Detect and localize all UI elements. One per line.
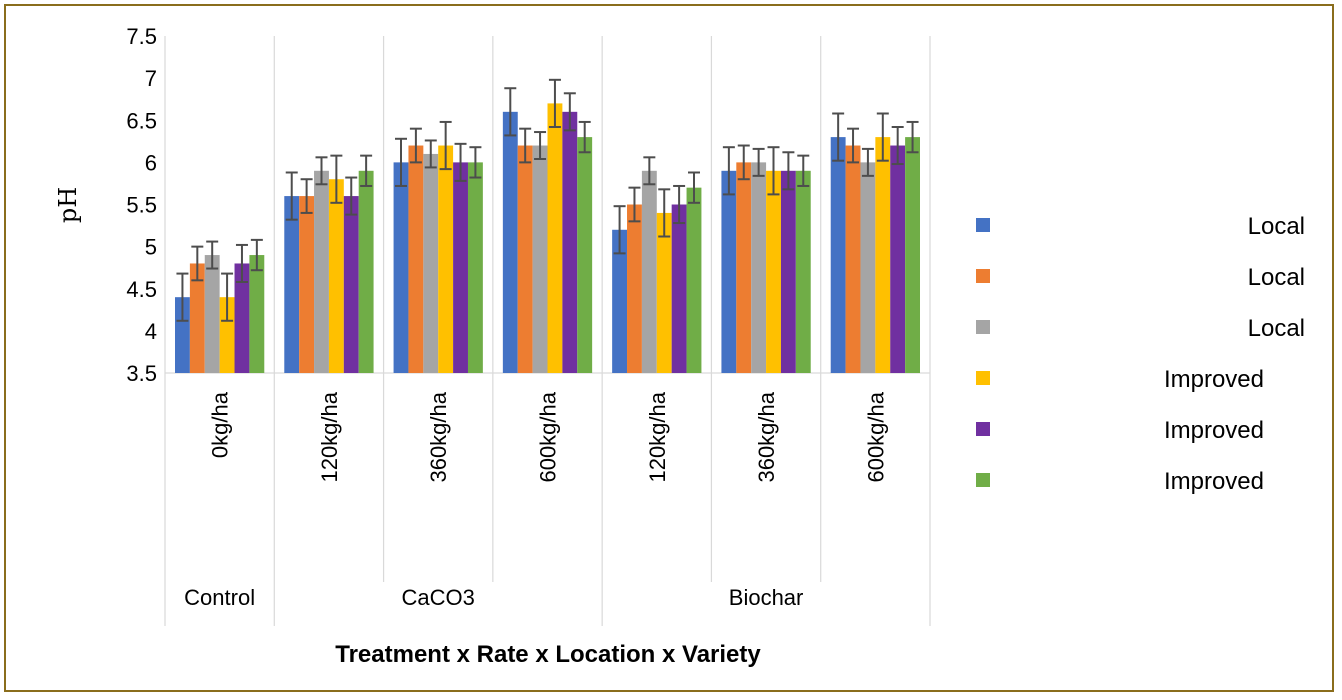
bar — [502, 111, 518, 373]
legend-label: Local — [1248, 264, 1305, 291]
bar — [780, 170, 796, 373]
bar — [234, 263, 250, 373]
legend-swatch — [976, 371, 990, 385]
bar — [423, 153, 439, 373]
bar — [408, 145, 424, 373]
legend-swatch — [976, 422, 990, 436]
y-tick-label: 6 — [145, 150, 157, 175]
bar — [453, 162, 468, 373]
bar — [358, 170, 374, 373]
bar — [890, 145, 906, 373]
bar — [284, 196, 300, 373]
bar — [721, 170, 737, 373]
y-tick-label: 3.5 — [126, 361, 157, 386]
legend-label: Improved — [1164, 468, 1264, 495]
bar — [766, 170, 781, 373]
y-tick-label: 7 — [145, 66, 157, 91]
bar — [612, 229, 628, 373]
group-label: Biochar — [729, 585, 804, 610]
legend-label: Improved — [1164, 366, 1264, 393]
bar — [547, 103, 563, 374]
legend-label: Local — [1248, 315, 1305, 342]
bar — [875, 137, 891, 373]
bar — [751, 162, 767, 373]
category-label: 600kg/ha — [536, 391, 561, 482]
bar — [845, 145, 861, 373]
category-label: 600kg/ha — [863, 391, 888, 482]
legend-label: Local — [1248, 213, 1305, 240]
legend-swatch — [976, 269, 990, 283]
legend-swatch — [976, 473, 990, 487]
bar — [517, 145, 533, 373]
bar — [299, 196, 315, 373]
y-axis-label: pH — [54, 187, 82, 223]
bar — [314, 170, 329, 373]
bar — [393, 162, 409, 373]
y-tick-label: 5 — [145, 235, 157, 260]
category-label: 120kg/ha — [645, 391, 670, 482]
bar — [641, 170, 657, 373]
bar — [686, 187, 702, 373]
bar — [577, 137, 593, 373]
bar — [671, 204, 687, 373]
bar — [249, 255, 265, 373]
category-label: 0kg/ha — [208, 391, 233, 458]
y-tick-label: 5.5 — [126, 193, 157, 218]
group-label: Control — [184, 585, 255, 610]
bar — [328, 179, 344, 373]
bar — [562, 111, 578, 373]
bar — [656, 212, 672, 373]
legend-label: Improved — [1164, 417, 1264, 444]
bar — [532, 145, 548, 373]
y-tick-label: 4.5 — [126, 277, 157, 302]
bar — [438, 145, 454, 373]
bar — [860, 162, 876, 373]
legend-swatch — [976, 320, 990, 334]
category-label: 120kg/ha — [317, 391, 342, 482]
bar — [204, 255, 220, 373]
bar — [795, 170, 811, 373]
y-tick-label: 7.5 — [126, 24, 157, 49]
y-tick-label: 6.5 — [126, 108, 157, 133]
legend-swatch — [976, 218, 990, 232]
category-label: 360kg/ha — [754, 391, 779, 482]
category-label: 360kg/ha — [426, 391, 451, 482]
bar — [830, 137, 846, 373]
bar — [627, 204, 642, 373]
bar — [736, 162, 752, 373]
x-axis-label: Treatment x Rate x Location x Variety — [335, 641, 761, 668]
bar — [175, 297, 190, 373]
bar — [343, 196, 359, 373]
group-label: CaCO3 — [402, 585, 475, 610]
bar — [905, 137, 920, 373]
bar — [189, 263, 205, 373]
bar — [467, 162, 483, 373]
y-tick-label: 4 — [145, 319, 157, 344]
bar — [219, 297, 235, 373]
